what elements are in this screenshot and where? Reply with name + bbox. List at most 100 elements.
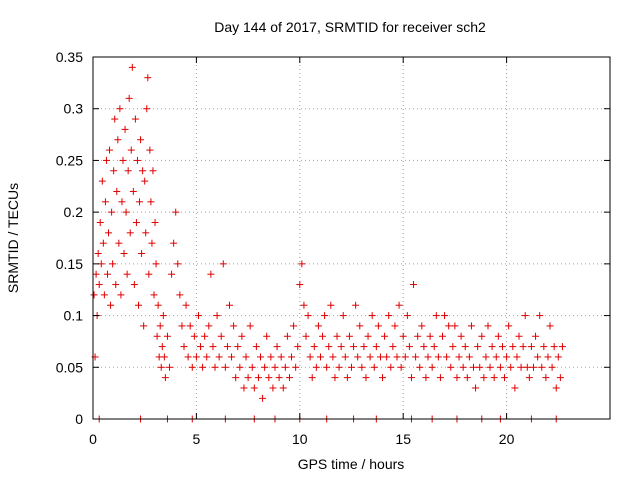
data-point (534, 353, 542, 361)
data-point (95, 281, 103, 289)
data-point (127, 146, 135, 154)
chart-title: Day 144 of 2017, SRMTID for receiver sch… (214, 19, 486, 35)
data-point (131, 115, 139, 123)
data-point (395, 301, 403, 309)
data-point (139, 167, 147, 175)
data-point (154, 301, 162, 309)
data-point (136, 198, 144, 206)
data-point (381, 332, 389, 340)
data-point (228, 353, 236, 361)
data-point (459, 363, 467, 371)
data-point (230, 322, 238, 330)
data-point (455, 353, 463, 361)
data-point (156, 322, 164, 330)
data-point (391, 322, 399, 330)
data-point (436, 374, 444, 382)
data-point (184, 353, 192, 361)
data-point (148, 239, 156, 247)
data-point (527, 343, 535, 351)
data-point (174, 260, 182, 268)
data-point (96, 218, 104, 226)
data-point (112, 281, 120, 289)
data-point (217, 332, 225, 340)
data-point (158, 343, 166, 351)
data-point (372, 343, 380, 351)
data-point (257, 353, 265, 361)
data-point (362, 374, 370, 382)
data-point (348, 363, 355, 371)
data-point (420, 343, 428, 351)
data-point (550, 343, 558, 351)
data-point (292, 363, 300, 371)
data-point (374, 322, 382, 330)
data-point (150, 291, 158, 299)
data-point (283, 332, 291, 340)
data-point (122, 208, 130, 216)
data-point (323, 363, 331, 371)
data-point (119, 156, 127, 164)
data-point (141, 177, 149, 185)
data-point (302, 332, 310, 340)
data-point (125, 94, 133, 102)
data-point (393, 353, 401, 361)
data-point (403, 312, 411, 320)
data-point (225, 301, 233, 309)
data-point (186, 322, 194, 330)
data-point (501, 374, 509, 382)
data-point (298, 260, 306, 268)
data-point (331, 374, 339, 382)
data-point (121, 125, 129, 133)
data-point (350, 343, 358, 351)
data-point (232, 374, 240, 382)
data-point (542, 374, 550, 382)
data-point (414, 332, 422, 340)
data-point (250, 384, 258, 392)
data-points (90, 63, 566, 423)
data-point (157, 363, 165, 371)
data-point (279, 384, 287, 392)
data-point (438, 332, 446, 340)
data-point (246, 322, 254, 330)
data-point (271, 363, 279, 371)
data-point (194, 312, 202, 320)
data-point (552, 384, 560, 392)
grid (93, 57, 610, 419)
data-point (223, 343, 231, 351)
data-point (147, 198, 155, 206)
data-point (321, 312, 329, 320)
data-point (345, 332, 353, 340)
data-point (115, 239, 123, 247)
data-point (238, 332, 246, 340)
data-point (137, 136, 145, 144)
data-point (513, 353, 521, 361)
data-point (123, 270, 131, 278)
data-point (494, 332, 502, 340)
data-point (145, 270, 153, 278)
data-point (352, 301, 360, 309)
data-point (488, 343, 496, 351)
data-point (538, 363, 546, 371)
data-point (356, 322, 364, 330)
data-point (474, 343, 482, 351)
x-axis-label: GPS time / hours (298, 456, 405, 472)
data-point (180, 343, 188, 351)
data-point (209, 343, 217, 351)
y-tick-label: 0.35 (56, 49, 83, 65)
data-point (532, 332, 540, 340)
data-point (333, 332, 341, 340)
data-point (449, 343, 457, 351)
data-point (457, 332, 465, 340)
x-tick-label: 0 (89, 431, 97, 447)
data-point (252, 343, 260, 351)
data-point (242, 353, 250, 361)
data-point (461, 343, 469, 351)
data-point (106, 146, 114, 154)
data-point (529, 363, 537, 371)
data-point (265, 374, 273, 382)
data-point (430, 343, 438, 351)
data-point (92, 270, 100, 278)
plot-frame (92, 56, 611, 420)
data-point (486, 363, 494, 371)
data-point (275, 374, 283, 382)
data-point (215, 353, 223, 361)
